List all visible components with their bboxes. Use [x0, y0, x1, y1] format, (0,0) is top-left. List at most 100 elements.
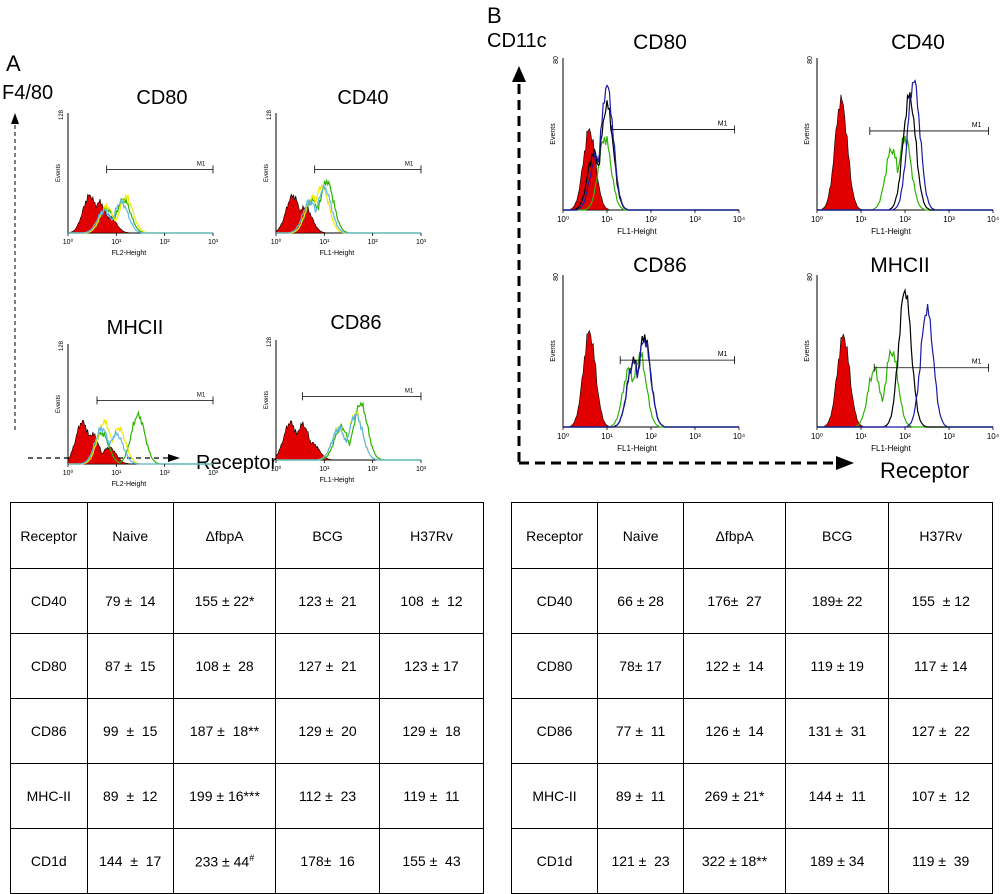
table-a-cell-value: 123 ± 17 — [404, 658, 459, 674]
y-axis-label: Events — [550, 123, 557, 145]
gate-label: M1 — [972, 359, 982, 366]
table-b-significance-mark: ** — [756, 853, 768, 869]
y-axis-label: Events — [56, 395, 62, 413]
table-a-cell-receptor: CD80 — [10, 633, 88, 699]
y-axis-label: Events — [56, 164, 62, 182]
x-axis-label: FL1-Height — [320, 250, 355, 257]
table-b-cell-value: 144 ± 11 — [808, 788, 866, 804]
gate-label: M1 — [197, 161, 206, 167]
y-max-label: 80 — [553, 56, 560, 64]
table-b-header-bcg: BCG — [784, 502, 890, 569]
table-b-row-cd80: CD80 78± 17 122 ± 14 119 ± 19 117 ± 14 — [510, 633, 993, 699]
histogram-series-fill — [563, 127, 739, 211]
table-a-cell-bcg: 127 ± 21 — [275, 633, 380, 699]
table-a-cell-bcg: 129 ± 20 — [275, 698, 380, 764]
panel-b-vertical-arrowhead — [512, 66, 526, 82]
axis-arrows — [11, 66, 854, 470]
x-tick-label: 10³ — [208, 470, 219, 477]
panel-b-horizontal-arrowhead — [836, 456, 854, 470]
histogram-series-line — [276, 413, 421, 461]
x-tick-label: 10³ — [943, 432, 955, 441]
table-b-cell-receptor: CD1d — [510, 828, 599, 894]
gate-label: M1 — [718, 351, 728, 358]
table-b-cell-value: 127 ± 22 — [911, 723, 970, 739]
table-b-cell-receptor: CD80 — [510, 633, 599, 699]
table-a-cell-value: 89 ± 12 — [103, 788, 158, 804]
x-tick-label: 10¹ — [319, 466, 330, 473]
table-a-row-cd1d: CD1d 144 ± 17 233 ± 44# 178± 16 155 ± 43 — [10, 828, 484, 894]
table-b-cell-value: 77 ± 11 — [615, 723, 666, 739]
table-b-significance-mark: * — [759, 788, 765, 804]
table-a-significance-mark: * — [249, 593, 255, 609]
x-tick-label: 10² — [160, 470, 171, 477]
table-b-cell-h37rv: 155 ± 12 — [888, 568, 993, 634]
table-a-cell-receptor: CD86 — [10, 698, 88, 764]
table-a-cell-bcg: 112 ± 23 — [275, 763, 380, 829]
table-b-cell-receptor: MHC-II — [510, 763, 599, 829]
histogram-series-fill — [67, 193, 213, 234]
table-a-cell-value: 199 ± 16 — [189, 788, 244, 804]
table-b-cell-naive: 66 ± 28 — [597, 568, 685, 634]
table-b-cell-h37rv: 117 ± 14 — [888, 633, 993, 699]
x-tick-label: 10³ — [689, 215, 701, 224]
x-tick-label: 10¹ — [855, 432, 867, 441]
x-tick-label: 10⁰ — [271, 465, 282, 473]
table-a-cell-naive: 87 ± 15 — [86, 633, 174, 699]
x-tick-label: 10³ — [689, 432, 701, 441]
table-b-cell-value: 119 ± 39 — [912, 853, 970, 869]
table-a-cell-value: CD80 — [30, 658, 67, 674]
x-tick-label: 10³ — [416, 239, 427, 246]
histogram-series-line — [68, 197, 213, 234]
hist-b-cd40: M1 80 Events 10⁰ 10¹ 10² 10³ 10⁴ FL1-Height — [804, 56, 1000, 236]
table-a-cell-value: 178± 16 — [300, 853, 355, 869]
table-a-cell-value: 108 ± 12 — [400, 593, 463, 609]
table-b-header-naive: Naive — [597, 502, 685, 569]
x-tick-label: 10⁰ — [557, 432, 569, 441]
x-tick-label: 10¹ — [319, 239, 330, 246]
x-axis-label: FL2-Height — [112, 250, 147, 257]
table-b-cell-value: 155 ± 12 — [911, 593, 970, 609]
x-tick-label: 10² — [368, 466, 379, 473]
table-a-cell-fbpa: 108 ± 28 — [172, 633, 277, 699]
table-panel-a: Receptor Naive ΔfbpA BCG H37Rv CD40 79 ± … — [10, 502, 484, 894]
gate-label: M1 — [972, 122, 982, 129]
table-a-cell-fbpa: 233 ± 44# — [172, 828, 277, 894]
table-a-cell-h37rv: 123 ± 17 — [379, 633, 484, 699]
table-b-cell-h37rv: 119 ± 39 — [888, 828, 993, 894]
table-b-cell-receptor: CD86 — [510, 698, 599, 764]
table-a-cell-bcg: 178± 16 — [275, 828, 380, 894]
x-axis-label: FL1-Height — [617, 444, 657, 453]
y-axis-label: Events — [264, 391, 270, 409]
table-b-cell-bcg: 119 ± 19 — [784, 633, 890, 699]
table-a-cell-fbpa: 187 ± 18** — [172, 698, 277, 764]
table-b-cell-value: 66 ± 28 — [617, 593, 664, 609]
y-max-label: 128 — [59, 340, 65, 351]
hist-b-mhcii-title: MHCII — [870, 254, 930, 277]
x-tick-label: 10⁴ — [733, 432, 746, 441]
panel-a-letter: A — [6, 51, 21, 76]
table-b-cell-fbpa: 176± 27 — [683, 568, 786, 634]
y-max-label: 128 — [59, 109, 65, 120]
table-a-cell-naive: 89 ± 12 — [86, 763, 174, 829]
table-a-cell-h37rv: 108 ± 12 — [379, 568, 484, 634]
table-a-header-receptor: Receptor — [10, 502, 88, 569]
y-max-label: 80 — [807, 273, 814, 281]
x-tick-label: 10⁰ — [811, 215, 823, 224]
x-tick-label: 10² — [160, 239, 171, 246]
hist-a-cd80: M1 128 Events 10⁰ 10¹ 10² 10³ FL2-Height — [56, 109, 219, 257]
panel-b-receptor-label: Receptor — [880, 458, 970, 483]
x-axis-label: FL1-Height — [617, 227, 657, 236]
table-a-cell-value: 87 ± 15 — [104, 658, 156, 674]
y-axis-label: Events — [550, 340, 557, 362]
table-a-cell-value: 108 ± 28 — [195, 658, 254, 674]
table-a-significance-mark: # — [249, 852, 255, 863]
hist-a-cd80-title: CD80 — [136, 87, 188, 109]
histogram-series-line — [276, 184, 421, 234]
table-b-cell-value: 176± 27 — [707, 593, 762, 609]
table-b-cell-value: 107 ± 12 — [911, 788, 970, 804]
histogram-series-fill — [817, 94, 993, 211]
x-tick-label: 10¹ — [601, 432, 613, 441]
panel-a-horizontal-arrowhead — [168, 454, 180, 462]
table-a-header-row: Receptor Naive ΔfbpA BCG H37Rv — [10, 502, 484, 569]
table-a-cell-h37rv: 129 ± 18 — [379, 698, 484, 764]
